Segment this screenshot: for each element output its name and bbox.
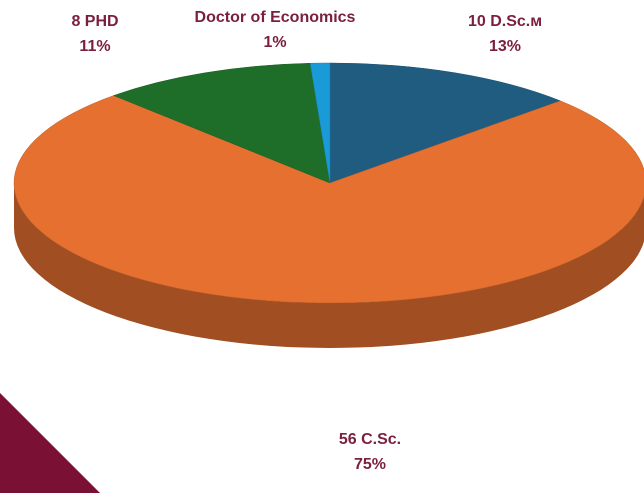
- slice-label: Doctor of Economics: [195, 9, 356, 26]
- slice: [112, 62, 331, 184]
- slice-label: 56 C.Sc.: [339, 431, 401, 448]
- decoration: [0, 393, 100, 493]
- pie-tops: [13, 62, 644, 304]
- slice-value: 13%: [489, 38, 521, 55]
- slice-value: 11%: [79, 38, 110, 55]
- slice-value: 1%: [263, 34, 286, 51]
- slice: [309, 62, 331, 184]
- slice-side: [14, 183, 644, 348]
- slice-label: 10 D.Sc.м: [468, 13, 542, 30]
- slice-value: 75%: [354, 456, 386, 473]
- labels: 10 D.Sc.м 13% 56 C.Sc. 75% 8 PHD 11% Doctor of…: [71, 9, 542, 473]
- slice-label: 8 PHD: [71, 13, 118, 30]
- slice: [13, 95, 644, 304]
- slice: [329, 62, 562, 184]
- pie-sides: [14, 183, 644, 348]
